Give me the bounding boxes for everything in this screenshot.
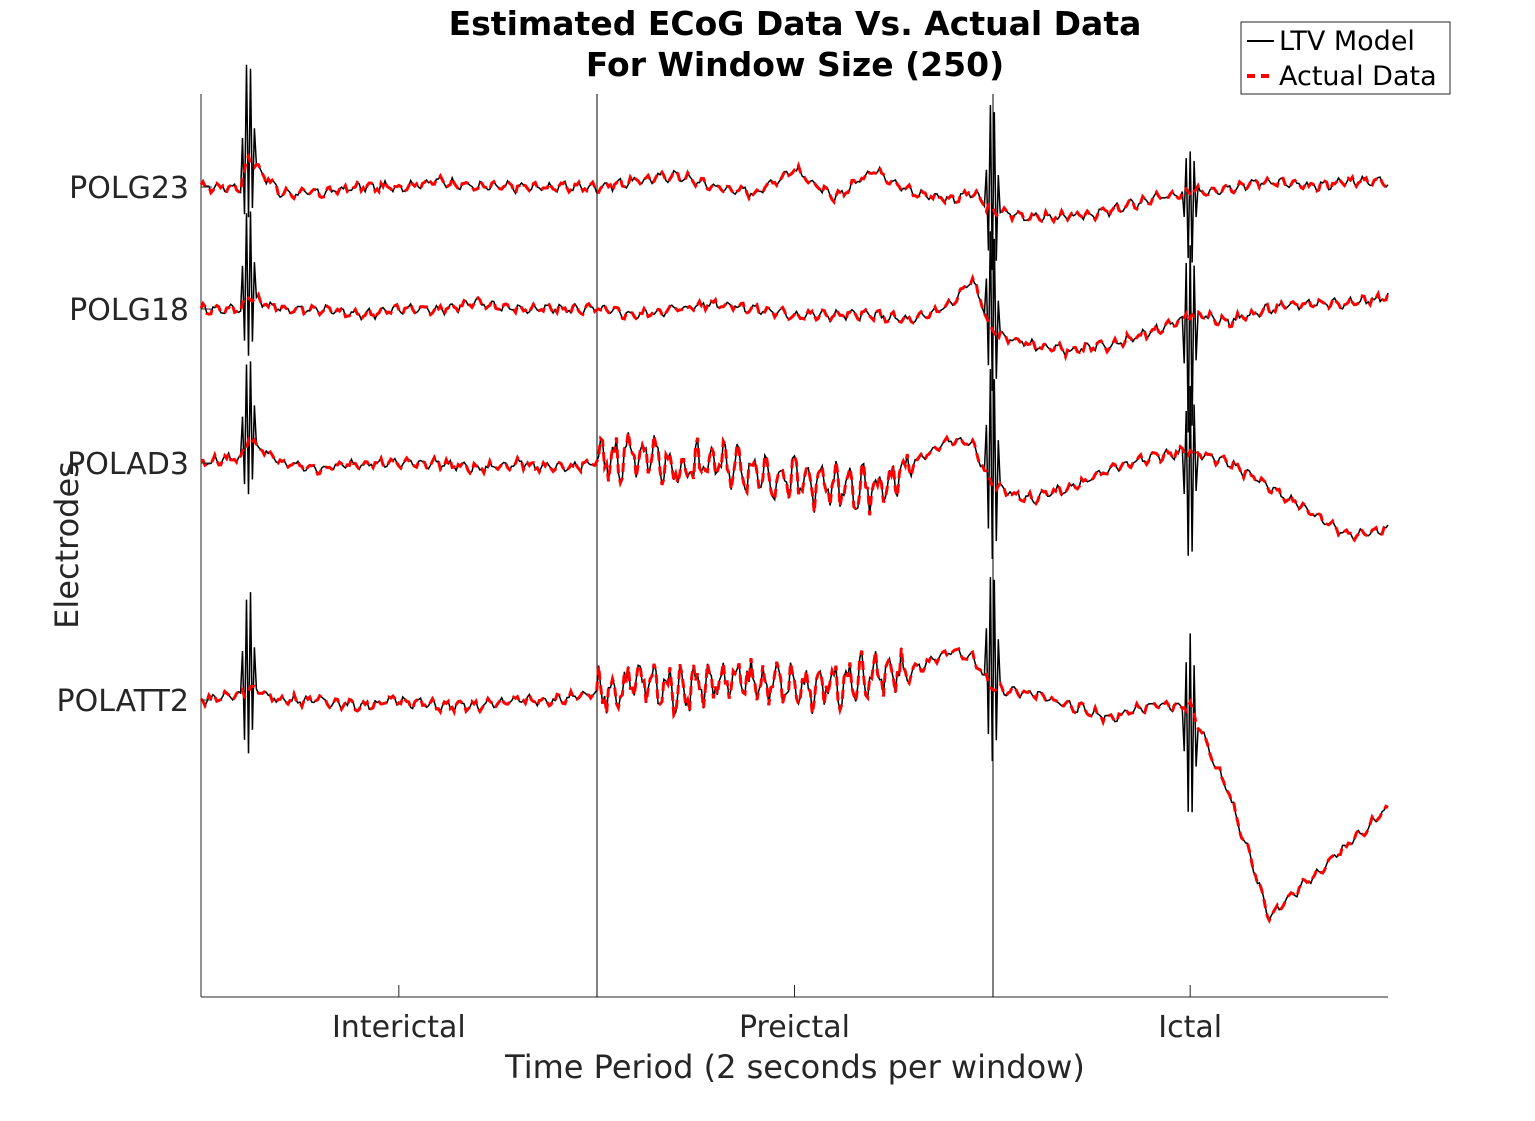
actual-data-trace-polg18 bbox=[199, 273, 1390, 362]
actual-data-trace-polg23 bbox=[199, 152, 1390, 225]
y-tick-label-polatt2: POLATT2 bbox=[56, 684, 189, 719]
y-tick-label-polg23: POLG23 bbox=[69, 171, 189, 206]
legend: LTV Model Actual Data bbox=[1240, 21, 1451, 95]
y-tick-label-polg18: POLG18 bbox=[69, 293, 189, 328]
x-tick-label: Interictal bbox=[332, 1010, 466, 1045]
x-ticks: Interictal Preictal Ictal bbox=[332, 985, 1222, 1045]
y-axis-label: Electrodes bbox=[48, 461, 86, 629]
x-axis-label: Time Period (2 seconds per window) bbox=[504, 1048, 1085, 1086]
legend-ltv-label: LTV Model bbox=[1279, 26, 1415, 57]
chart-title-line-1: Estimated ECoG Data Vs. Actual Data bbox=[449, 4, 1142, 43]
y-tick-label-polad3: POLAD3 bbox=[67, 447, 189, 482]
legend-actual-label: Actual Data bbox=[1279, 61, 1437, 92]
trace-group bbox=[199, 64, 1390, 924]
y-ticks: POLG23 POLG18 POLAD3 POLATT2 bbox=[56, 171, 212, 719]
actual-data-trace-polad3 bbox=[200, 432, 1390, 543]
chart-title-line-2: For Window Size (250) bbox=[586, 45, 1004, 84]
x-tick-label: Preictal bbox=[739, 1010, 850, 1045]
actual-data-trace-polatt2 bbox=[199, 646, 1389, 924]
x-tick-label: Ictal bbox=[1158, 1010, 1222, 1045]
legend-box bbox=[1240, 21, 1451, 95]
